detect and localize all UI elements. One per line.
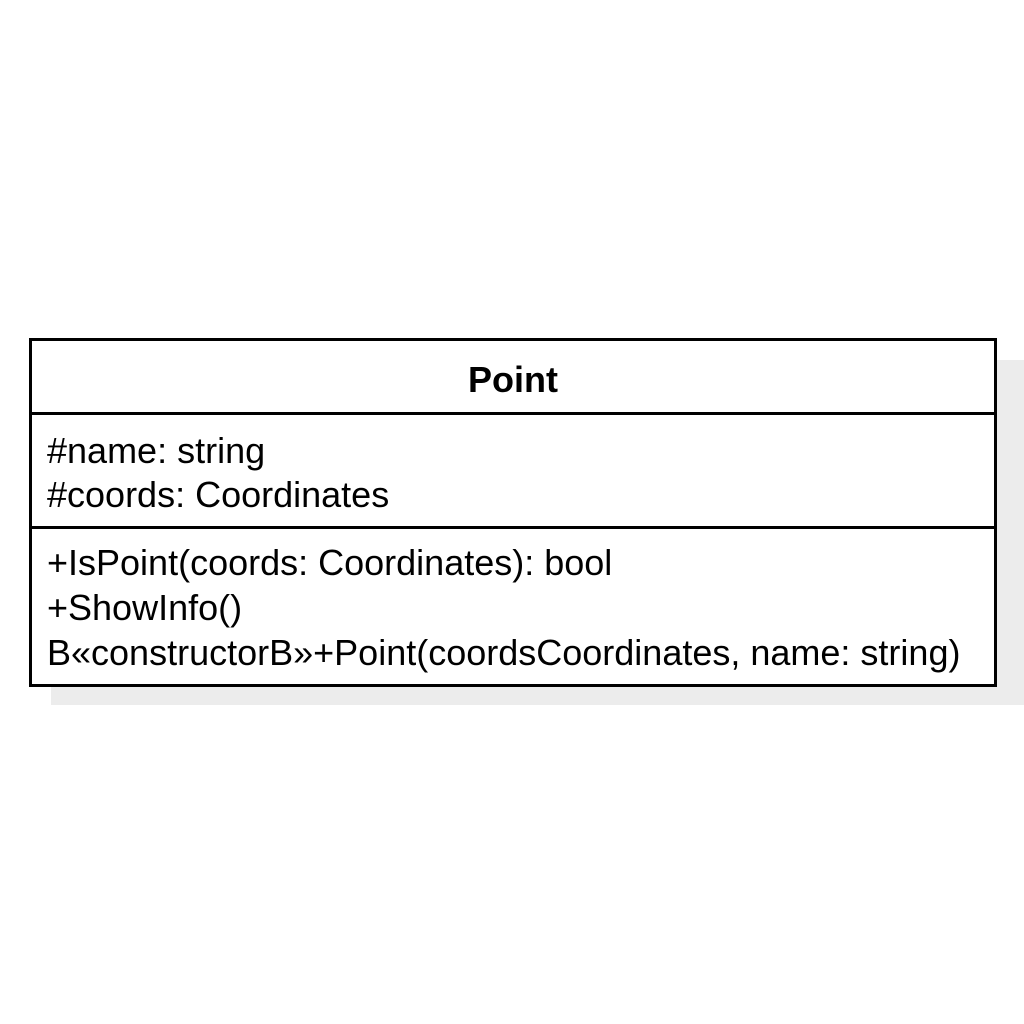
operation-constructor: B«constructorB»+Point(coordsCoordinates,… xyxy=(47,632,961,673)
operation-showinfo: +ShowInfo() xyxy=(47,587,243,628)
attribute-name: #name: string xyxy=(47,430,266,471)
attribute-coords: #coords: Coordinates xyxy=(47,474,390,515)
attributes-compartment: #name: string #coords: Coordinates xyxy=(32,415,994,529)
class-name: Point xyxy=(32,341,994,415)
uml-class-point[interactable]: Point #name: string #coords: Coordinates… xyxy=(29,338,997,687)
operation-ispoint: +IsPoint(coords: Coordinates): bool xyxy=(47,542,613,583)
operations-compartment: +IsPoint(coords: Coordinates): bool +Sho… xyxy=(32,529,994,684)
